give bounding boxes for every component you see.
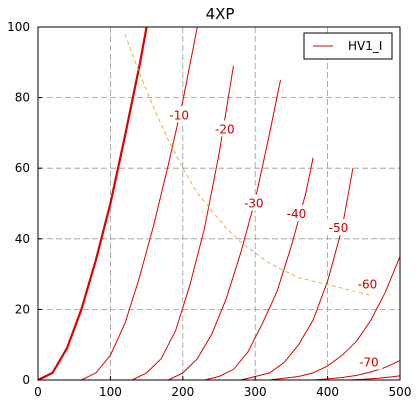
x-tick-label: 200 [171,385,194,399]
y-tick-label: 0 [22,373,30,387]
x-tick-label: 0 [34,385,42,399]
curve-grid-minus-80 [349,375,401,381]
curve-grid-0 [37,26,148,381]
x-tick-label: 400 [316,385,339,399]
curve-label: -50 [329,221,349,235]
y-tick-label: 40 [15,232,30,246]
plot-frame [37,26,401,381]
y-tick-label: 60 [15,161,30,175]
curve-label: -40 [287,207,307,221]
curve-label-bg [283,205,310,222]
x-tick-label: 100 [99,385,122,399]
axis-ticks: 0 100 200 300 400 500 0 20 40 60 80 100 [7,20,411,399]
curve-grid-minus-30 [168,79,281,381]
curve-grid-minus-60 [269,256,401,381]
y-tick-label: 20 [15,302,30,316]
chart-title: 4XP [206,5,235,23]
curve-grid-minus-20 [131,65,234,381]
legend-label: HV1_I [348,39,382,53]
curve-grid-minus-50 [240,168,354,381]
curve-grid-minus-10 [81,26,198,381]
curve-label: -30 [244,197,264,211]
curve-labels: -10 -20 -30 -40 -50 -60 -70 [165,106,383,370]
curve-label: -60 [358,278,378,292]
load-line [124,33,372,296]
x-tick-label: 500 [389,385,412,399]
curve-label: -70 [359,355,379,369]
curve-label: -20 [215,122,235,136]
curve-label-bg [355,353,383,370]
y-tick-label: 100 [7,20,30,34]
y-tick-label: 80 [15,91,30,105]
legend: HV1_I [303,32,393,60]
load-line-group [124,33,372,296]
curve-label-bg [325,219,352,236]
curve-label-bg [211,120,239,137]
curve-label-bg [165,106,193,123]
grid [38,27,400,380]
curve-label-bg [354,275,381,292]
legend-box [303,32,393,60]
x-tick-label: 300 [244,385,267,399]
curve-label-bg [240,194,268,211]
curves [37,26,401,381]
curve-label: -10 [169,108,189,122]
